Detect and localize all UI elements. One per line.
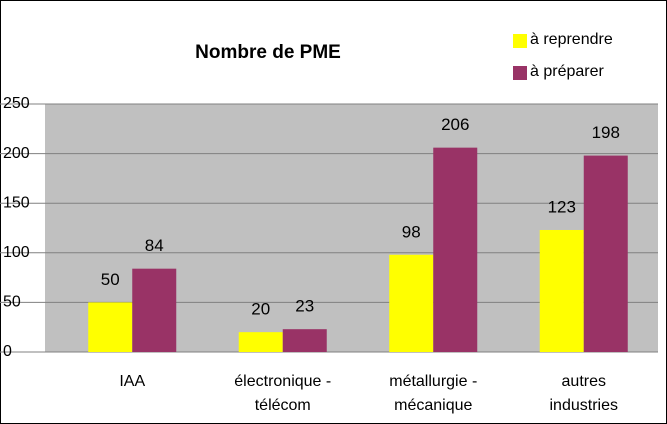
x-tick-label: métallurgie -mécanique <box>389 373 477 414</box>
y-tick-label: 250 <box>3 95 30 112</box>
legend-swatch <box>513 34 527 48</box>
bar <box>389 254 434 352</box>
data-label: 20 <box>251 300 270 319</box>
bar <box>433 147 478 352</box>
bar <box>583 155 628 352</box>
x-tick-label: électronique -télécom <box>234 373 331 414</box>
data-label: 98 <box>402 222 421 241</box>
y-tick-label: 150 <box>3 194 30 211</box>
data-label: 50 <box>101 270 120 289</box>
data-label: 198 <box>592 123 620 142</box>
y-tick-label: 50 <box>3 294 21 311</box>
bar <box>132 268 177 352</box>
bar <box>282 329 327 352</box>
legend-swatch <box>513 66 527 80</box>
chart-title: Nombre de PME <box>195 42 341 63</box>
y-tick-label: 100 <box>3 244 30 261</box>
bar <box>238 332 283 352</box>
x-tick-label: autres industries <box>550 373 618 414</box>
data-label: 206 <box>441 115 469 134</box>
y-tick-label: 0 <box>3 343 12 360</box>
data-label: 23 <box>295 297 314 316</box>
y-tick-label: 200 <box>3 145 30 162</box>
data-label: 84 <box>145 236 164 255</box>
bar <box>88 302 133 352</box>
data-label: 123 <box>548 197 576 216</box>
bar <box>539 229 584 352</box>
x-tick-label: IAA <box>119 373 145 390</box>
legend-label: à préparer <box>530 63 604 80</box>
legend-label: à reprendre <box>530 31 613 48</box>
